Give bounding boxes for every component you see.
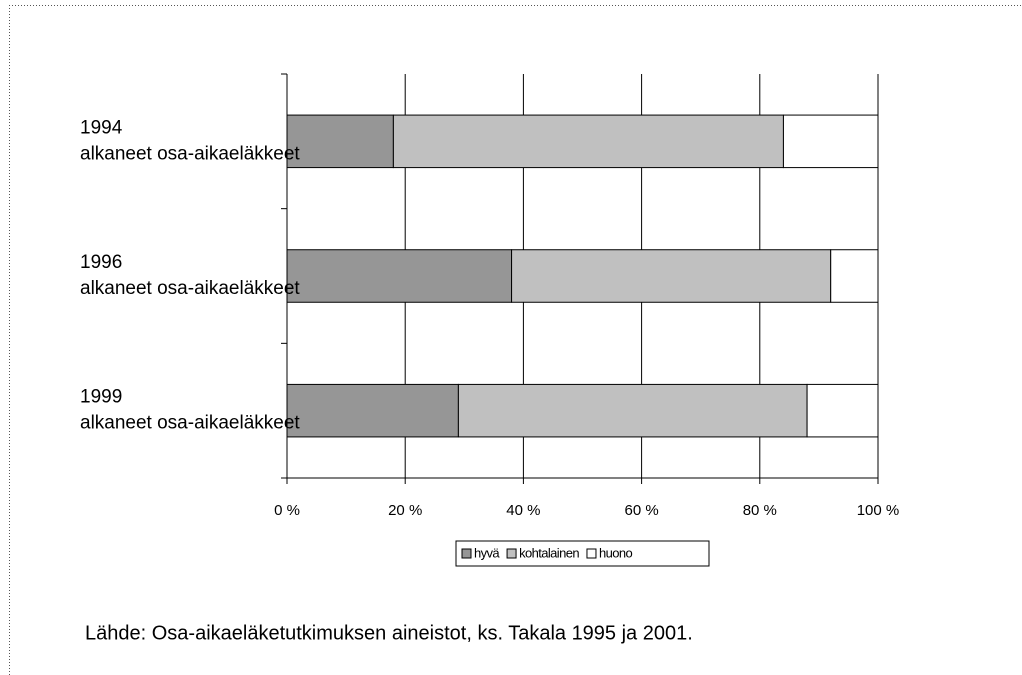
legend-swatch xyxy=(461,548,472,559)
x-tick-label: 100 % xyxy=(857,502,900,519)
bar-segment xyxy=(511,249,832,303)
x-tick-label: 80 % xyxy=(743,502,777,519)
y-tick-label: 1996 alkaneet osa-aikaeläkkeet xyxy=(80,252,300,299)
legend-swatch xyxy=(586,548,597,559)
bar-segment xyxy=(782,114,879,169)
bar-segment xyxy=(830,249,879,303)
legend-box xyxy=(455,540,710,567)
bar-segment xyxy=(286,249,513,303)
y-tick-label: 1999 alkaneet osa-aikaeläkkeet xyxy=(80,387,300,434)
bar-segment xyxy=(457,383,808,438)
bar-segment xyxy=(286,114,394,169)
y-tick-label: 1994 alkaneet osa-aikaeläkkeet xyxy=(80,117,300,164)
legend-label: kohtalainen xyxy=(519,545,579,560)
x-tick-label: 40 % xyxy=(506,502,540,519)
x-tick-label: 60 % xyxy=(624,502,658,519)
legend-label: hyvä xyxy=(474,545,500,560)
bar-segment xyxy=(806,383,879,438)
bar-segment xyxy=(286,383,459,438)
source-note: Lähde: Osa-aikaeläketutkimuksen aineisto… xyxy=(85,622,693,644)
bar-segment xyxy=(392,114,784,169)
legend-label: huono xyxy=(599,545,633,560)
x-tick-label: 20 % xyxy=(388,502,422,519)
x-tick-label: 0 % xyxy=(274,502,300,519)
legend-swatch xyxy=(506,548,517,559)
